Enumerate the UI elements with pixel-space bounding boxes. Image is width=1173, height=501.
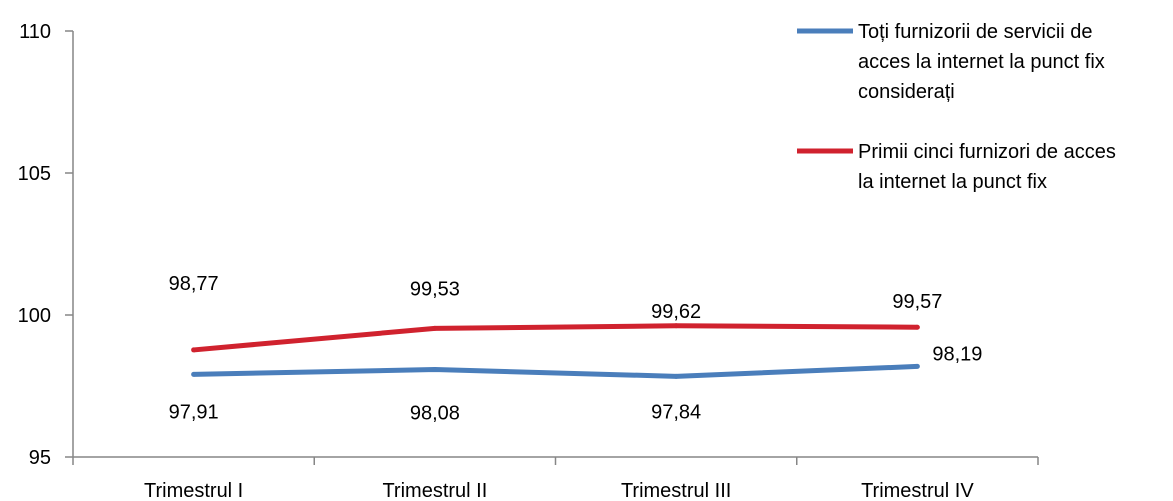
data-label: 98,08 bbox=[410, 403, 460, 425]
series-line-1 bbox=[193, 363, 918, 379]
x-tick-label: Trimestrul III bbox=[621, 480, 731, 501]
data-label: 98,19 bbox=[932, 343, 982, 365]
data-label: 98,77 bbox=[169, 273, 219, 295]
data-point bbox=[191, 371, 197, 377]
data-label: 99,62 bbox=[651, 301, 701, 323]
x-tick-label: Trimestrul I bbox=[144, 480, 243, 501]
y-tick-label: 95 bbox=[29, 447, 51, 469]
legend-label: Primii cinci furnizori de acces bbox=[858, 141, 1116, 163]
y-tick-label: 105 bbox=[18, 163, 51, 185]
y-tick-label: 110 bbox=[19, 21, 51, 43]
data-point bbox=[673, 323, 679, 329]
data-label: 99,57 bbox=[892, 291, 942, 313]
legend-label: considerați bbox=[858, 81, 955, 103]
x-tick-label: Trimestrul IV bbox=[861, 480, 974, 501]
data-point bbox=[914, 324, 920, 330]
data-point bbox=[673, 373, 679, 379]
x-axis: Trimestrul I Trimestrul II Trimestrul III T… bbox=[72, 456, 1039, 501]
data-point bbox=[432, 325, 438, 331]
y-tick-label: 100 bbox=[18, 305, 51, 327]
x-tick-label: Trimestrul II bbox=[382, 480, 487, 501]
data-point bbox=[914, 363, 920, 369]
data-label: 99,53 bbox=[410, 278, 460, 300]
legend-label: acces la internet la punct fix bbox=[858, 51, 1105, 73]
series-line-2 bbox=[193, 323, 918, 353]
legend-label: Toți furnizorii de servicii de bbox=[858, 21, 1093, 43]
series-layer bbox=[191, 323, 920, 379]
data-label: 97,84 bbox=[651, 401, 701, 423]
legend-label: la internet la punct fix bbox=[858, 171, 1047, 193]
data-point bbox=[191, 347, 197, 353]
data-label: 97,91 bbox=[169, 401, 219, 423]
data-labels: 97,91 98,08 97,84 98,19 98,77 99,53 99,62 99,57 bbox=[169, 273, 983, 425]
y-axis: 95 100 105 110 bbox=[18, 21, 74, 469]
legend: Toți furnizorii de servicii de acces la i… bbox=[797, 21, 1116, 193]
data-point bbox=[432, 367, 438, 373]
